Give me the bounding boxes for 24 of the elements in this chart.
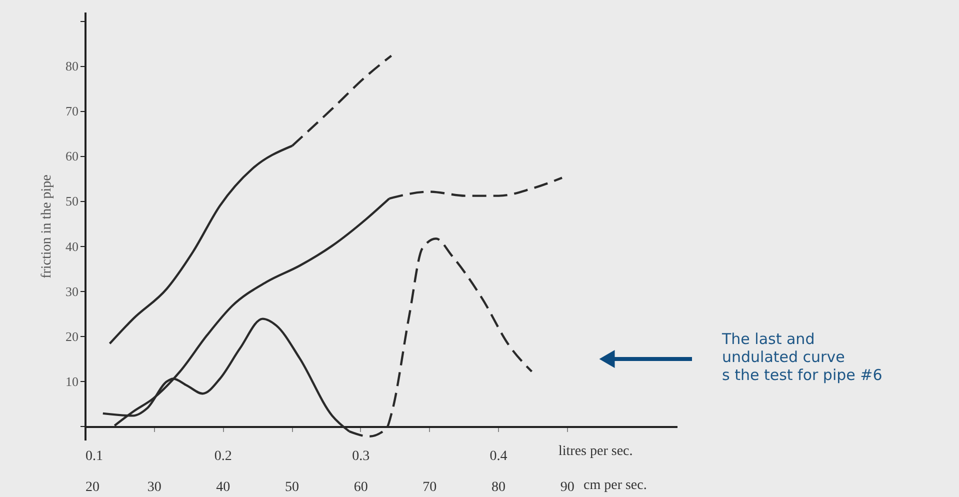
y-tick-label: 80 bbox=[66, 58, 78, 74]
x-tick-label: 60 bbox=[354, 480, 368, 495]
x-axis-title: cm per sec. bbox=[584, 478, 647, 493]
x-tick-label: 20 bbox=[86, 480, 100, 495]
y-tick-label: 50 bbox=[66, 194, 78, 209]
x-tick-label: 90 bbox=[560, 480, 574, 495]
x-tick-label: 40 bbox=[216, 480, 230, 495]
x-tick-label: 80 bbox=[492, 480, 506, 495]
x-tick-label: 50 bbox=[285, 480, 300, 495]
text: The last and undulated curve s the test for pipe #6 bbox=[721, 330, 882, 384]
x-tick-label: 30 bbox=[147, 480, 162, 495]
x2-tick-label: 0.3 bbox=[352, 448, 370, 464]
x2-tick-label: 0.2 bbox=[214, 448, 232, 464]
y-tick-label: 40 bbox=[66, 238, 78, 254]
y-tick-label: 30 bbox=[66, 284, 78, 299]
y-tick-label: 10 bbox=[66, 374, 78, 389]
x2-tick-label: 0.4 bbox=[490, 448, 508, 464]
y-axis-title: friction in the pipe bbox=[40, 174, 54, 278]
y-tick-label: 60 bbox=[66, 148, 78, 164]
y-tick-label: 20 bbox=[66, 328, 78, 344]
x-tick-label: 70 bbox=[422, 480, 437, 495]
x2-axis-title: litres per sec. bbox=[558, 444, 633, 459]
y-tick-label: 70 bbox=[66, 104, 78, 119]
x2-tick-label: 0.1 bbox=[86, 448, 103, 464]
